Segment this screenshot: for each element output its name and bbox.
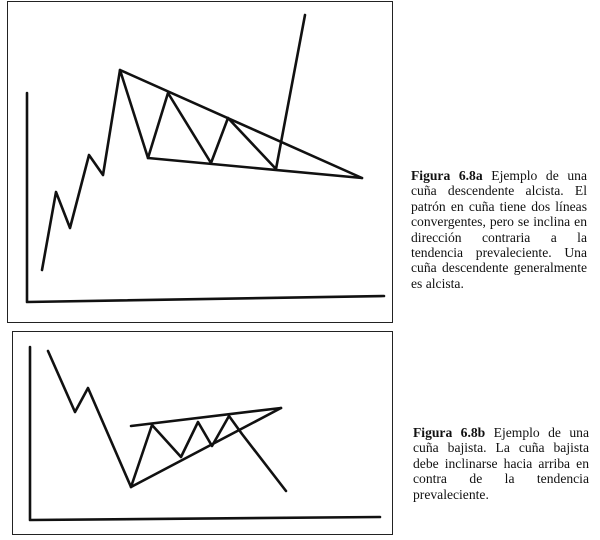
figure-b-price-line [46,349,288,493]
figure-b-text: Ejemplo de una cuña bajista. La cuña baj… [413,425,589,502]
figure-a-upper-trendline [118,68,364,180]
figure-b-caption: Figura 6.8b Ejemplo de una cuña bajista.… [413,425,589,502]
figure-b-frame [12,331,393,535]
figure-a-label: Figura 6.8a [411,168,483,183]
figure-a-axes [25,91,386,304]
figure-b-axes [28,345,382,522]
figure-b-upper-trendline [129,406,283,428]
figure-a-caption: Figura 6.8a Ejemplo de una cuña descende… [411,168,587,291]
figure-b-label: Figura 6.8b [413,425,486,440]
figure-a-lower-trendline [146,156,364,180]
figure-b-lower-trendline [129,406,283,489]
figure-a-price-line [40,13,307,272]
figure-a-text: Ejemplo de una cuña descendente alcista.… [411,168,587,291]
